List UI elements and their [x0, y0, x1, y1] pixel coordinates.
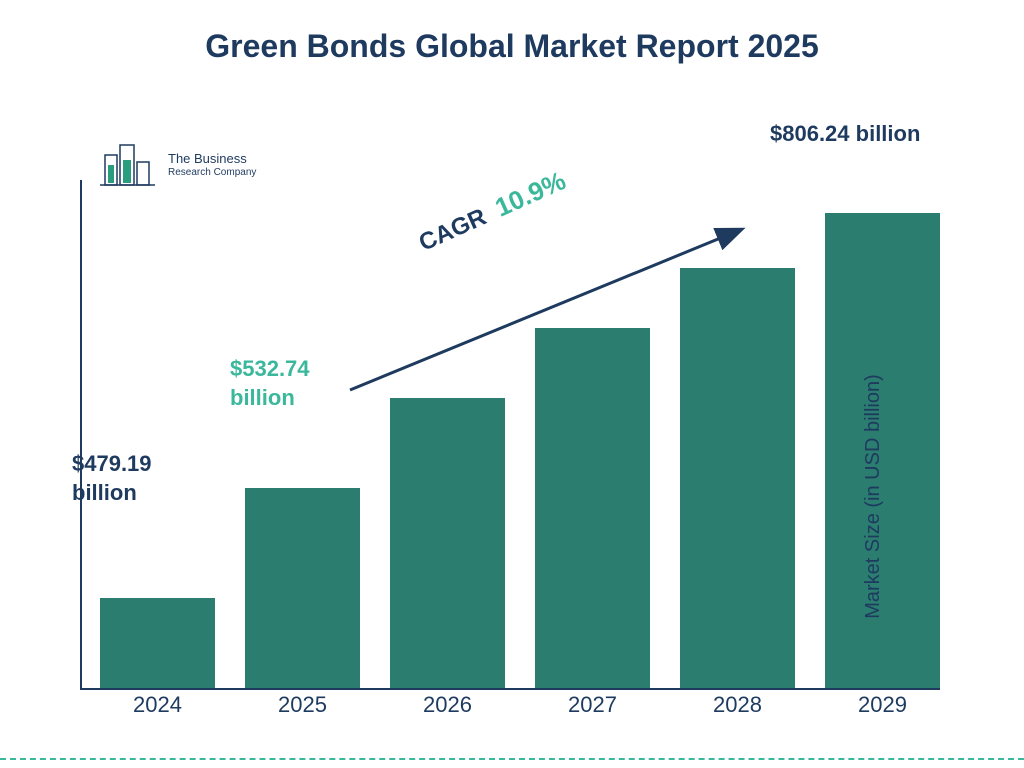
footer-divider	[0, 758, 1024, 760]
value-text: $806.24 billion	[770, 121, 920, 146]
value-unit: billion	[72, 480, 137, 505]
y-axis-label: Market Size (in USD billion)	[862, 374, 885, 619]
chart-area: 2024 2025 2026 2027 2028 2029	[80, 140, 930, 720]
x-axis-line	[80, 688, 940, 690]
value-label-2029: $806.24 billion	[770, 120, 920, 149]
x-tick-label: 2026	[423, 692, 472, 718]
value-unit: billion	[230, 385, 295, 410]
bar-2027: 2027	[535, 328, 650, 688]
value-text: $479.19	[72, 451, 152, 476]
x-tick-label: 2028	[713, 692, 762, 718]
x-tick-label: 2029	[858, 692, 907, 718]
bars-container: 2024 2025 2026 2027 2028 2029	[80, 178, 940, 688]
bar-rect	[100, 598, 215, 688]
bar-2025: 2025	[245, 488, 360, 688]
x-tick-label: 2025	[278, 692, 327, 718]
value-label-2025: $532.74 billion	[230, 355, 310, 412]
bar-2024: 2024	[100, 598, 215, 688]
bar-2026: 2026	[390, 398, 505, 688]
bar-rect	[390, 398, 505, 688]
bar-rect	[535, 328, 650, 688]
x-tick-label: 2027	[568, 692, 617, 718]
bar-rect	[245, 488, 360, 688]
value-label-2024: $479.19 billion	[72, 450, 152, 507]
value-text: $532.74	[230, 356, 310, 381]
page-title: Green Bonds Global Market Report 2025	[0, 0, 1024, 65]
bar-2028: 2028	[680, 268, 795, 688]
x-tick-label: 2024	[133, 692, 182, 718]
bar-rect	[680, 268, 795, 688]
